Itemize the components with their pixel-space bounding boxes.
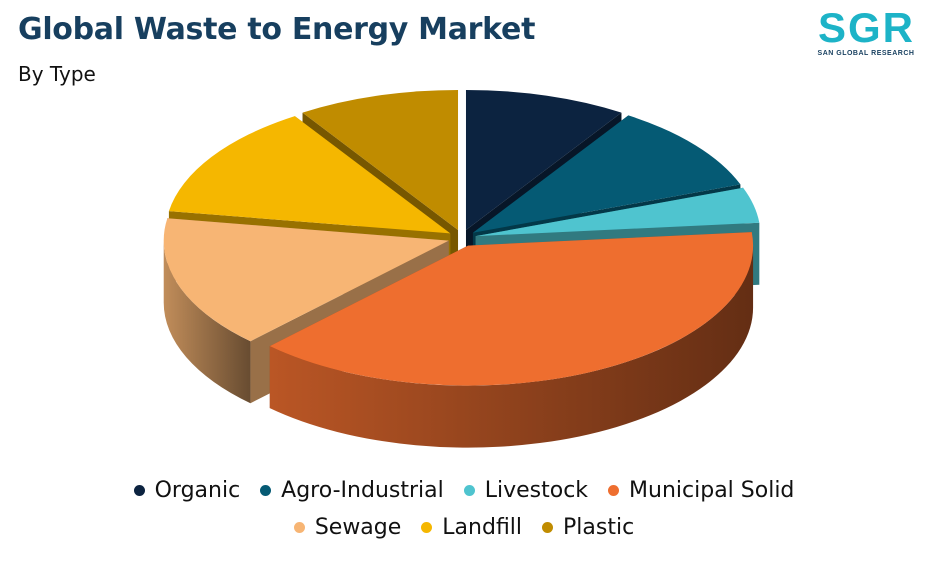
logo-mark: SGR bbox=[818, 4, 916, 51]
legend-item: Plastic bbox=[542, 515, 634, 540]
pie-slice-top-sewage bbox=[163, 218, 449, 342]
chart-subtitle: By Type bbox=[18, 62, 96, 86]
legend-label: Organic bbox=[154, 478, 241, 503]
legend-item: Sewage bbox=[293, 515, 402, 540]
legend-marker bbox=[542, 522, 554, 533]
chart-legend: Organic Agro-Industrial Livestock Municipal… bbox=[0, 478, 928, 540]
legend-item: Organic bbox=[133, 478, 241, 503]
chart-title: Global Waste to Energy Market bbox=[18, 12, 536, 47]
legend-item: Landfill bbox=[421, 515, 522, 540]
legend-marker bbox=[260, 485, 272, 496]
logo-tagline: SAN GLOBAL RESEARCH bbox=[817, 50, 915, 57]
legend-item: Municipal Solid bbox=[608, 478, 794, 503]
pie-slice-top-landfill bbox=[168, 116, 451, 234]
legend-marker bbox=[421, 522, 433, 533]
legend-marker bbox=[463, 485, 475, 496]
legend-label: Agro-Industrial bbox=[281, 478, 444, 503]
legend-marker bbox=[293, 522, 305, 533]
pie-chart bbox=[163, 89, 760, 448]
pie-slice-top-organic bbox=[465, 89, 622, 230]
legend-label: Sewage bbox=[314, 515, 402, 540]
pie-slice-top-livestock bbox=[475, 187, 760, 237]
pie-slice-top-agro-industrial bbox=[472, 115, 741, 233]
legend-label: Plastic bbox=[563, 515, 635, 540]
legend-label: Municipal Solid bbox=[629, 478, 795, 503]
legend-label: Landfill bbox=[442, 515, 523, 540]
sgr-logo: SGR SAN GLOBAL RESEARCH bbox=[808, 4, 920, 60]
legend-item: Livestock bbox=[463, 478, 589, 503]
legend-item: Agro-Industrial bbox=[260, 478, 444, 503]
legend-marker bbox=[608, 485, 620, 496]
legend-label: Livestock bbox=[484, 478, 589, 503]
legend-marker bbox=[133, 485, 145, 496]
pie-slice-top-municipal-solid bbox=[269, 232, 754, 386]
pie-slice-top-plastic bbox=[302, 89, 459, 230]
